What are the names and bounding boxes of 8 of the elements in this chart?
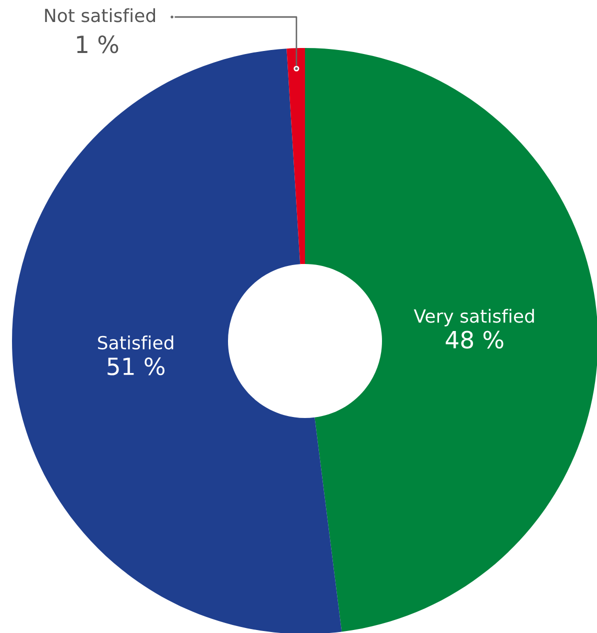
slice-label: Very satisfied [414,308,534,326]
donut-slice [286,48,305,264]
data-label: 48 % [446,330,504,349]
slice-label: Not satisfied [45,8,156,22]
donut-slice [305,48,597,632]
data-label: 1 % [77,35,118,54]
data-label: 51 % [108,357,165,376]
slice-label: Satisfied [98,336,174,350]
